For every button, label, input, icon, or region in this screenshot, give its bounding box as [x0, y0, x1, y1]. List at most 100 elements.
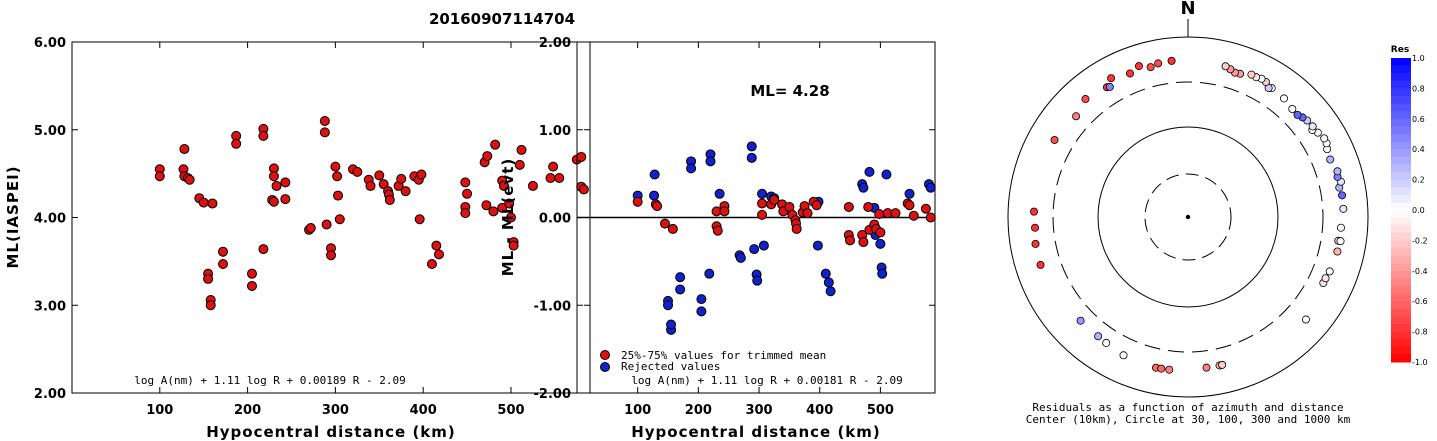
left-ticks: 100 200 300 400 500 2.00 3.00 4.00 5.00 6.00 [34, 36, 590, 418]
rejected-point [686, 163, 697, 174]
data-point [482, 151, 493, 162]
station-residual [1202, 363, 1211, 372]
colorbar-cell [1391, 263, 1411, 272]
station-residual [1333, 247, 1342, 256]
rejected-point [649, 190, 660, 201]
y-tick-label: 2.00 [34, 387, 66, 402]
station-residual [1339, 204, 1348, 213]
ring-100km [1097, 126, 1279, 308]
rejected-point [904, 188, 915, 199]
data-point [258, 244, 269, 255]
accepted-point [890, 208, 901, 219]
ring-300km [1052, 81, 1324, 353]
station-residual [1336, 237, 1345, 246]
station-residual [1146, 63, 1155, 72]
station-residual [1280, 94, 1289, 103]
data-point [460, 208, 471, 219]
rejected-point [705, 156, 716, 167]
data-point [374, 170, 385, 181]
data-point [179, 144, 190, 155]
data-point [218, 246, 229, 257]
accepted-point [757, 198, 768, 209]
accepted-point [769, 194, 780, 205]
accepted-point [920, 203, 931, 214]
data-point [576, 151, 587, 162]
station-residual [1165, 365, 1174, 374]
data-point [504, 198, 515, 209]
colorbar-cell [1391, 179, 1411, 188]
y-tick-label: 0.00 [539, 212, 571, 227]
data-point [396, 173, 407, 184]
rejected-point [714, 188, 725, 199]
data-point [488, 206, 499, 217]
station-residual [1218, 360, 1227, 369]
polar-panel: N Residuals as a function of azimuth and… [1007, 0, 1369, 426]
middle-panel: 100 200 300 400 500 -2.00 -1.00 0.00 1.00 2.00 ML… [499, 36, 936, 441]
accepted-point [925, 212, 936, 223]
data-point [548, 161, 559, 172]
station-residual [1072, 112, 1081, 121]
station-residual [1102, 338, 1111, 347]
colorbar-cell [1391, 80, 1411, 89]
station-residual [1333, 167, 1342, 176]
data-point [333, 190, 344, 201]
x-tick-label: 300 [745, 403, 772, 418]
rejected-point [881, 169, 892, 180]
colorbar-cell [1391, 240, 1411, 249]
data-point [527, 180, 538, 191]
colorbar-cell [1391, 156, 1411, 165]
accepted-point [712, 225, 723, 236]
colorbar-tick-label: 0.4 [1412, 145, 1425, 154]
colorbar-cell [1391, 293, 1411, 302]
colorbar-tick-label: -0.2 [1412, 236, 1428, 245]
colorbar-cell [1391, 301, 1411, 310]
station-residual [1154, 59, 1163, 68]
colorbar-tick-label: 0.0 [1412, 206, 1425, 215]
rejected-point [757, 188, 768, 199]
accepted-point [904, 200, 915, 211]
colorbar-cell [1391, 316, 1411, 325]
rejected-point [858, 182, 869, 193]
legend-accepted-marker [600, 350, 610, 360]
data-point [334, 214, 345, 225]
y-tick-label: 6.00 [34, 36, 66, 51]
data-point [545, 173, 556, 184]
colorbar-cell [1391, 255, 1411, 264]
left-formula: log A(nm) + 1.11 log R + 0.00189 R - 2.0… [134, 374, 406, 387]
data-point [246, 280, 257, 291]
polar-points [1030, 56, 1348, 374]
colorbar-tick-label: 0.8 [1412, 84, 1425, 93]
rejected-point [812, 240, 823, 251]
colorbar-cell [1391, 118, 1411, 127]
y-tick-label: 4.00 [34, 212, 66, 227]
data-point [268, 196, 279, 207]
legend-accepted-label: 25%-75% values for trimmed mean [621, 349, 826, 362]
station-residual [1288, 104, 1297, 113]
figure-title: 20160907114704 [429, 10, 575, 28]
colorbar-cell [1391, 73, 1411, 82]
colorbar-cell [1391, 286, 1411, 295]
data-point [319, 115, 330, 126]
rejected-point [925, 182, 936, 193]
colorbar-tick-label: -0.4 [1412, 267, 1428, 276]
colorbar-tick-label: 0.6 [1412, 115, 1425, 124]
data-point [280, 194, 291, 205]
accepted-point [791, 223, 802, 234]
data-point [378, 179, 389, 190]
y-tick-label: -2.00 [534, 387, 571, 402]
data-point [352, 166, 363, 177]
station-residual [1325, 267, 1334, 276]
colorbar-cell [1391, 225, 1411, 234]
ring-30km [1144, 173, 1232, 261]
accepted-point [811, 200, 822, 211]
ring-1000km [1007, 36, 1369, 398]
y-tick-label: 3.00 [34, 299, 66, 314]
accepted-point [874, 208, 885, 219]
colorbar-cell [1391, 217, 1411, 226]
data-point [207, 198, 218, 209]
rejected-point [749, 244, 760, 255]
colorbar-cell [1391, 164, 1411, 173]
colorbar-tick-label: -0.8 [1412, 328, 1428, 337]
y-tick-label: 2.00 [539, 36, 571, 51]
